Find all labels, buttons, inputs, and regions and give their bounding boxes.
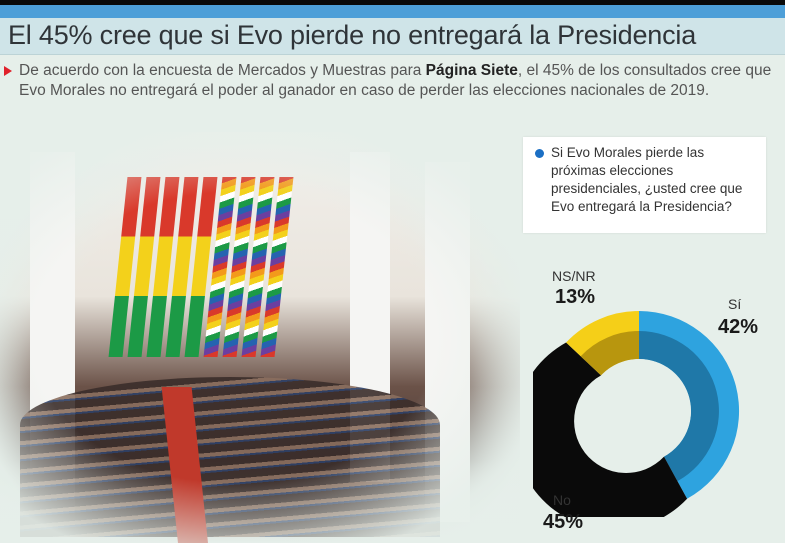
slice-nsnr-inner bbox=[580, 331, 639, 376]
question-text: Si Evo Morales pierde las próximas elecc… bbox=[551, 145, 743, 214]
slice-no bbox=[533, 342, 688, 517]
bullet-dot-icon bbox=[535, 149, 544, 158]
headline: El 45% cree que si Evo pierde no entrega… bbox=[8, 20, 697, 50]
donut-chart bbox=[533, 311, 740, 517]
lead-text: De acuerdo con la encuesta de Mercados y… bbox=[19, 62, 426, 79]
assembly-photo bbox=[0, 132, 520, 543]
donut-hole bbox=[587, 359, 691, 463]
value-no: 45% bbox=[543, 511, 584, 533]
lead-publication: Página Siete bbox=[425, 62, 518, 79]
label-si: Sí bbox=[728, 296, 742, 312]
slice-si-inner bbox=[639, 331, 719, 482]
accent-band bbox=[0, 5, 785, 18]
lead-text-end: , el 45% de los consultados cree que Evo… bbox=[19, 62, 772, 99]
value-si: 42% bbox=[718, 316, 759, 338]
bullet-icon bbox=[4, 66, 12, 76]
question-box: Si Evo Morales pierde las próximas elecc… bbox=[523, 137, 766, 233]
top-border bbox=[0, 0, 785, 5]
label-nsnr: NS/NR bbox=[552, 268, 596, 284]
title-bar bbox=[0, 18, 785, 55]
lead-paragraph: De acuerdo con la encuesta de Mercados y… bbox=[19, 61, 779, 101]
photo-vignette bbox=[0, 132, 520, 543]
value-nsnr: 13% bbox=[555, 286, 596, 308]
label-no: No bbox=[553, 492, 571, 508]
